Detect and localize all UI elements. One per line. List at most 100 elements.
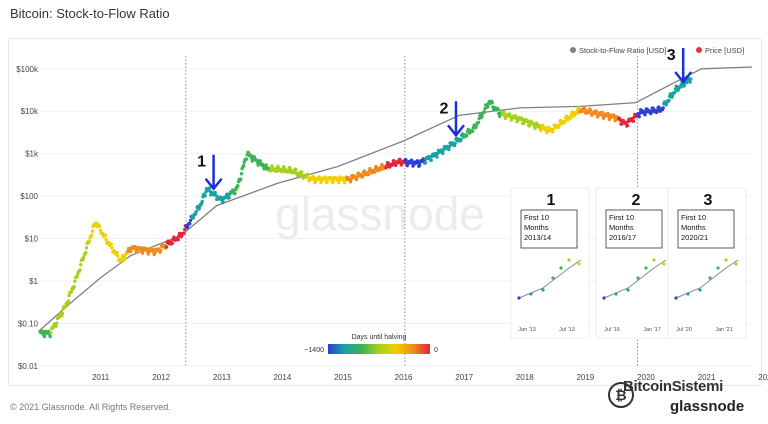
x-tick-label: 2013 [213, 373, 231, 382]
price-point [69, 290, 74, 294]
price-point [116, 254, 120, 258]
inset-caption: First 10 [524, 213, 549, 222]
inset-caption: Months [681, 223, 706, 232]
price-point [233, 191, 237, 196]
y-tick-label: $0.01 [18, 362, 39, 371]
watermark: glassnode [275, 188, 485, 240]
page-title: Bitcoin: Stock-to-Flow Ratio [10, 6, 170, 21]
price-point [241, 163, 246, 168]
price-point [66, 299, 71, 303]
inset-caption: 2013/14 [524, 233, 551, 242]
price-point [81, 255, 86, 260]
price-point [72, 284, 76, 289]
inset-price-point [636, 276, 640, 280]
price-point [182, 231, 186, 235]
inset-tick-label: Jul '16 [604, 327, 620, 333]
price-point [203, 194, 207, 198]
price-point [429, 158, 433, 162]
price-point [331, 180, 335, 185]
price-point [79, 262, 83, 267]
inset-price-point [614, 292, 618, 296]
legend-swatch-s2f [570, 47, 576, 53]
price-point [115, 250, 119, 255]
price-point [280, 170, 284, 174]
price-point [325, 180, 329, 184]
price-point [264, 163, 268, 167]
price-point [661, 106, 665, 110]
price-point [447, 147, 451, 152]
inset-caption-box [520, 209, 578, 249]
price-point [258, 159, 262, 163]
price-point [159, 248, 163, 252]
price-point [89, 233, 94, 238]
price-point [110, 246, 114, 250]
legend[interactable]: Stock-to-Flow Ratio [USD] Price [USD] [570, 46, 744, 55]
x-tick-label: 2017 [455, 373, 473, 382]
colorbar-title: Days until halving [352, 334, 407, 341]
price-point [239, 172, 244, 176]
price-point [268, 169, 273, 173]
inset-price-point [529, 292, 533, 296]
brand-site: BitcoinSistemi [623, 378, 723, 395]
annotation-label: 3 [667, 47, 676, 64]
y-tick-label: $1 [29, 277, 38, 286]
price-point [123, 256, 127, 260]
colorbar-min-label: ~1400 [304, 347, 324, 354]
inset-number: 3 [704, 192, 713, 209]
price-point [274, 169, 278, 174]
inset-price-point [517, 296, 521, 300]
x-tick-label: 2022 [758, 373, 768, 382]
inset-tick-label: Jul '13 [559, 327, 575, 333]
price-point [372, 170, 377, 174]
price-point [516, 119, 520, 123]
price-point [63, 304, 68, 309]
price-point [398, 157, 402, 162]
x-tick-label: 2021 [698, 373, 716, 382]
price-point [378, 168, 382, 172]
inset-tick-label: Jan '21 [715, 327, 733, 333]
annotation-label: 2 [440, 100, 449, 117]
price-point [688, 80, 692, 84]
price-point [48, 334, 52, 339]
price-point [87, 239, 92, 243]
inset-price-point [567, 258, 571, 262]
price-point [508, 112, 512, 116]
price-point [242, 160, 246, 164]
price-point [673, 90, 677, 95]
price-point [236, 184, 240, 188]
price-point [294, 168, 298, 172]
price-point [42, 334, 47, 339]
inset-price-point [652, 258, 656, 262]
y-tick-label: $1k [25, 150, 39, 159]
price-point [67, 293, 71, 298]
inset-price-point [674, 296, 678, 300]
price-point [170, 241, 174, 245]
inset-caption: 2016/17 [609, 233, 636, 242]
price-point [140, 251, 145, 255]
price-point [563, 120, 567, 124]
x-tick-label: 2011 [92, 373, 110, 382]
price-point [361, 174, 365, 178]
bitcoin-sistemi-logo-icon: ₿ [608, 382, 634, 408]
price-point [465, 133, 469, 137]
price-point [288, 166, 292, 171]
inset-price-point [686, 292, 690, 296]
price-point [227, 196, 231, 200]
price-point [84, 246, 89, 250]
colorbar: Days until halving ~1400 0 [304, 334, 438, 354]
inset-price-point [602, 296, 606, 300]
price-point [453, 141, 457, 145]
price-point [367, 172, 371, 176]
price-point [282, 166, 286, 170]
y-tick-label: $100 [20, 192, 38, 201]
price-point [319, 180, 324, 184]
price-point [551, 127, 556, 131]
inset-price-point [577, 262, 581, 266]
price-point [486, 104, 490, 109]
price-point [188, 218, 193, 223]
price-point [41, 329, 45, 334]
price-point [496, 107, 500, 112]
x-axis: 2011 2012 2013 2014 2015 2016 2017 2018 2019 2020… [92, 373, 768, 382]
price-point [109, 242, 114, 246]
inset-price-point [644, 266, 648, 270]
